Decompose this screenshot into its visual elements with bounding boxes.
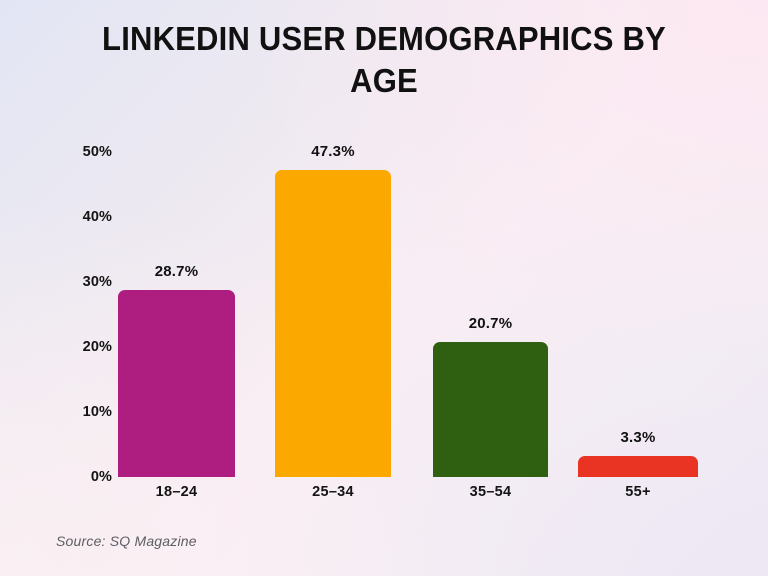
bar[interactable] xyxy=(433,342,548,477)
x-axis-category-label: 18–24 xyxy=(155,484,198,500)
bar[interactable] xyxy=(118,290,235,477)
bar-group: 20.7% 35–54 xyxy=(433,315,548,500)
y-axis-tick-label: 20% xyxy=(82,339,112,355)
bar[interactable] xyxy=(578,455,698,477)
x-axis-category-label: 55+ xyxy=(625,484,651,500)
bar-value-label: 3.3% xyxy=(620,428,656,446)
x-axis-category-label: 35–54 xyxy=(469,484,512,500)
bar-value-label: 28.7% xyxy=(154,263,199,281)
bar-group: 28.7% 18–24 xyxy=(118,263,235,500)
bar-value-label: 20.7% xyxy=(468,315,513,333)
bar-value-label: 47.3% xyxy=(311,142,355,160)
y-axis-tick-label: 40% xyxy=(82,209,112,225)
source-note: Source: SQ Magazine xyxy=(56,533,197,549)
y-axis-tick-label: 0% xyxy=(90,469,112,485)
y-axis-tick-label: 10% xyxy=(82,404,112,420)
bar-group: 47.3% 25–34 xyxy=(275,143,391,500)
bar-group: 3.3% 55+ xyxy=(578,429,698,500)
y-axis-tick-label: 50% xyxy=(82,144,112,160)
y-axis: 0% 10% 20% 30% 40% 50% xyxy=(54,0,112,576)
y-axis-tick-label: 30% xyxy=(82,274,112,290)
chart-title: LINKEDIN USER DEMOGRAPHICS BY AGE xyxy=(102,20,666,99)
x-axis-category-label: 25–34 xyxy=(312,484,354,500)
bar[interactable] xyxy=(275,169,391,477)
